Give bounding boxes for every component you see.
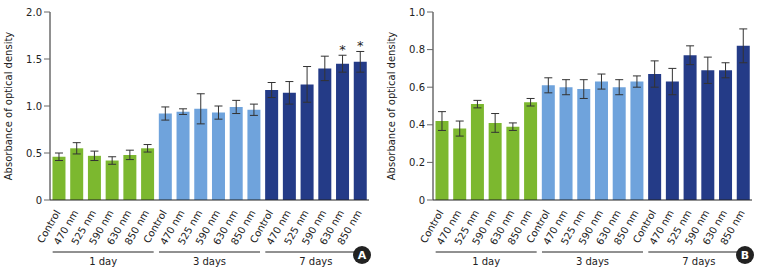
svg-text:590 nm: 590 nm xyxy=(682,208,712,247)
svg-text:470 nm: 470 nm xyxy=(157,208,187,247)
svg-text:Absorbance of optical density: Absorbance of optical density xyxy=(386,32,397,181)
svg-text:470 nm: 470 nm xyxy=(51,208,81,247)
svg-text:525 nm: 525 nm xyxy=(452,208,481,247)
svg-text:0: 0 xyxy=(36,195,42,206)
svg-text:0.8: 0.8 xyxy=(409,44,425,55)
svg-text:630 nm: 630 nm xyxy=(104,208,134,247)
svg-text:2.0: 2.0 xyxy=(26,7,42,18)
svg-text:630 nm: 630 nm xyxy=(211,208,240,247)
svg-text:Control: Control xyxy=(35,208,63,245)
svg-text:3 days: 3 days xyxy=(193,256,226,267)
svg-text:850 nm: 850 nm xyxy=(122,208,152,247)
svg-text:525 nm: 525 nm xyxy=(69,208,98,247)
svg-text:590 nm: 590 nm xyxy=(193,208,223,247)
svg-text:850 nm: 850 nm xyxy=(718,208,747,247)
svg-text:7 days: 7 days xyxy=(682,256,715,267)
svg-text:470 nm: 470 nm xyxy=(264,208,293,247)
svg-text:1 day: 1 day xyxy=(472,256,500,267)
svg-text:630 nm: 630 nm xyxy=(487,208,517,247)
svg-text:0.5: 0.5 xyxy=(26,148,42,159)
svg-text:Control: Control xyxy=(418,208,446,245)
svg-text:470 nm: 470 nm xyxy=(434,208,464,247)
svg-text:590 nm: 590 nm xyxy=(470,208,499,247)
html-text:B: B xyxy=(740,248,750,262)
svg-text:525 nm: 525 nm xyxy=(175,208,205,247)
svg-text:525 nm: 525 nm xyxy=(282,208,311,247)
svg-text:590 nm: 590 nm xyxy=(299,208,329,247)
svg-text:1.0: 1.0 xyxy=(26,101,42,112)
svg-text:850 nm: 850 nm xyxy=(611,208,641,247)
svg-text:630 nm: 630 nm xyxy=(700,208,730,247)
svg-text:590 nm: 590 nm xyxy=(576,208,606,247)
svg-text:630 nm: 630 nm xyxy=(317,208,347,247)
svg-text:Absorbance of optical density: Absorbance of optical density xyxy=(8,32,14,181)
svg-text:7 days: 7 days xyxy=(299,256,332,267)
svg-text:525 nm: 525 nm xyxy=(558,208,588,247)
svg-text:850 nm: 850 nm xyxy=(335,208,364,247)
svg-text:*: * xyxy=(339,42,346,57)
svg-text:850 nm: 850 nm xyxy=(228,208,258,247)
svg-text:*: * xyxy=(357,38,364,53)
svg-text:1.0: 1.0 xyxy=(409,7,425,18)
svg-text:470 nm: 470 nm xyxy=(647,208,676,247)
svg-text:630 nm: 630 nm xyxy=(594,208,623,247)
svg-text:Control: Control xyxy=(141,208,169,245)
svg-text:Control: Control xyxy=(630,208,659,245)
svg-text:Control: Control xyxy=(524,208,552,245)
svg-text:0.6: 0.6 xyxy=(409,82,425,93)
svg-text:0.4: 0.4 xyxy=(409,119,425,130)
svg-text:1.5: 1.5 xyxy=(26,54,42,65)
svg-text:3 days: 3 days xyxy=(576,256,609,267)
svg-text:525 nm: 525 nm xyxy=(665,208,694,247)
svg-text:1 day: 1 day xyxy=(89,256,117,267)
svg-text:0: 0 xyxy=(419,195,425,206)
svg-text:0.2: 0.2 xyxy=(409,157,425,168)
html-text:A: A xyxy=(357,248,367,262)
svg-text:Control: Control xyxy=(247,208,276,245)
svg-text:470 nm: 470 nm xyxy=(540,208,570,247)
svg-text:590 nm: 590 nm xyxy=(87,208,116,247)
svg-text:850 nm: 850 nm xyxy=(505,208,535,247)
